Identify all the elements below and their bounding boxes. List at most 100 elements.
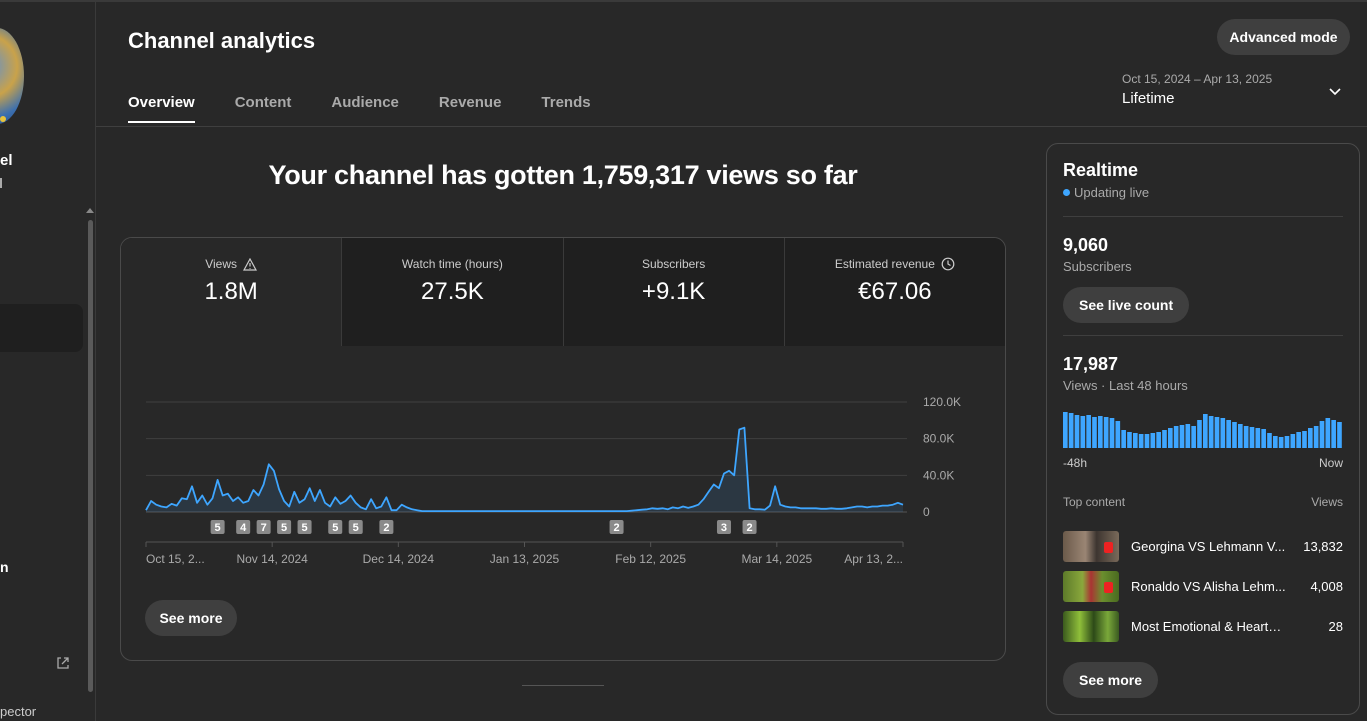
event-marker-label: 5 — [215, 522, 221, 534]
top-border — [0, 0, 1367, 2]
date-period-label[interactable]: Lifetime — [1122, 90, 1175, 107]
chevron-down-icon[interactable] — [1328, 84, 1342, 98]
realtime-bar — [1191, 426, 1196, 448]
realtime-bar — [1296, 432, 1301, 448]
scroll-up-arrow[interactable] — [86, 208, 94, 213]
realtime-bar — [1331, 420, 1336, 448]
see-more-button[interactable]: See more — [145, 600, 237, 636]
realtime-card: Realtime Updating live 9,060 Subscribers… — [1046, 143, 1360, 715]
realtime-bar — [1080, 416, 1086, 448]
metric-revenue[interactable]: Estimated revenue €67.06 — [783, 238, 1005, 346]
sidebar-scrollbar[interactable] — [88, 220, 93, 692]
tab-revenue[interactable]: Revenue — [438, 94, 502, 111]
video-title[interactable]: Most Emotional & Heartbrea... — [1131, 618, 1287, 634]
video-thumbnail[interactable] — [1063, 530, 1119, 562]
event-marker-label: 3 — [721, 522, 727, 534]
x-tick-label: Apr 13, 2... — [844, 552, 903, 566]
top-content-item[interactable]: Ronaldo VS Alisha Lehm... 4,008 — [1063, 570, 1343, 602]
sidebar-item-label[interactable]: n — [0, 559, 9, 575]
tab-trends[interactable]: Trends — [541, 94, 591, 111]
realtime-bar — [1173, 426, 1179, 448]
realtime-bar — [1232, 422, 1237, 448]
realtime-bar — [1074, 415, 1080, 448]
tab-audience[interactable]: Audience — [331, 94, 399, 111]
header-divider — [96, 126, 1367, 127]
realtime-bar — [1273, 436, 1278, 448]
realtime-bar — [1098, 416, 1103, 448]
x-tick-label: Dec 14, 2024 — [363, 552, 435, 566]
views-chart[interactable]: 120.0K 80.0K 40.0K 0 5 4 7 5 5 5 5 2 2 3 2 Oct 15, 2...… — [121, 346, 1005, 586]
video-thumbnail[interactable] — [1063, 570, 1119, 602]
metric-subscribers[interactable]: Subscribers +9.1K — [562, 238, 784, 346]
event-marker-label: 4 — [240, 522, 247, 534]
realtime-bar — [1115, 421, 1121, 448]
metric-watch-time[interactable]: Watch time (hours) 27.5K — [341, 238, 562, 346]
top-content-item[interactable]: Most Emotional & Heartbrea... 28 — [1063, 610, 1343, 642]
event-marker — [297, 520, 312, 534]
metric-views[interactable]: Views 1.8M — [121, 238, 342, 346]
analytics-tabs: Overview Content Audience Revenue Trends — [128, 94, 631, 123]
event-marker — [716, 520, 731, 534]
metric-label: Subscribers — [641, 257, 706, 271]
channel-avatar[interactable] — [0, 28, 24, 124]
event-marker-label: 5 — [332, 522, 338, 534]
y-tick-label: 0 — [923, 505, 930, 519]
event-marker-label: 5 — [281, 522, 287, 534]
event-marker — [256, 520, 271, 534]
divider — [1063, 216, 1343, 217]
event-marker — [210, 520, 225, 534]
realtime-bar-chart[interactable] — [1063, 408, 1343, 448]
clock-icon[interactable] — [941, 257, 955, 271]
realtime-bar — [1133, 433, 1138, 448]
video-thumbnail[interactable] — [1063, 610, 1119, 642]
y-tick-label: 80.0K — [923, 432, 954, 446]
tab-content[interactable]: Content — [234, 94, 292, 111]
see-live-count-button[interactable]: See live count — [1063, 287, 1190, 323]
realtime-bar — [1208, 416, 1214, 448]
realtime-bar — [1203, 414, 1208, 448]
y-tick-label: 120.0K — [923, 395, 961, 409]
video-title[interactable]: Georgina VS Lehmann V... — [1131, 538, 1286, 554]
divider — [1063, 335, 1343, 336]
event-marker — [742, 520, 757, 534]
realtime-bar — [1086, 415, 1091, 448]
video-title[interactable]: Ronaldo VS Alisha Lehm... — [1131, 578, 1286, 594]
event-marker-label: 2 — [746, 522, 752, 534]
advanced-mode-button[interactable]: Advanced mode — [1217, 19, 1350, 55]
realtime-bar — [1138, 434, 1144, 448]
x-tick-label: Oct 15, 2... — [146, 552, 205, 566]
video-views: 13,832 — [1303, 538, 1343, 554]
external-link-icon[interactable] — [56, 656, 70, 670]
metric-label: Views — [205, 257, 238, 271]
realtime-bar — [1243, 426, 1249, 448]
video-views: 28 — [1328, 618, 1343, 634]
realtime-bar — [1150, 433, 1156, 448]
sidebar-item-analytics[interactable] — [0, 304, 83, 352]
shorts-icon — [1104, 541, 1113, 553]
top-content-item[interactable]: Georgina VS Lehmann V... 13,832 — [1063, 530, 1343, 562]
views-headline: Your channel has gotten 1,759,317 views … — [268, 160, 858, 190]
event-marker — [609, 520, 624, 534]
realtime-see-more-button[interactable]: See more — [1063, 662, 1159, 698]
realtime-views-count: 17,987 — [1063, 354, 1119, 374]
shorts-icon — [1104, 581, 1113, 593]
realtime-bar — [1127, 432, 1132, 448]
date-range[interactable]: Oct 15, 2024 – Apr 13, 2025 — [1122, 72, 1273, 86]
event-marker-label: 2 — [383, 522, 389, 534]
realtime-bar — [1284, 436, 1290, 448]
x-tick-label: Jan 13, 2025 — [490, 552, 560, 566]
realtime-bar — [1156, 432, 1161, 448]
x-tick-label: Nov 14, 2024 — [236, 552, 308, 566]
live-dot-icon — [1063, 189, 1070, 196]
subscriber-label: Subscribers — [1063, 259, 1132, 274]
sidebar-bottom-label[interactable]: pector — [0, 704, 37, 719]
channel-name[interactable]: el — [0, 152, 13, 169]
realtime-bar — [1308, 428, 1313, 448]
warning-icon[interactable] — [243, 257, 258, 271]
event-marker-label: 2 — [614, 522, 620, 534]
tab-overview[interactable]: Overview — [128, 94, 195, 123]
realtime-bar — [1197, 420, 1202, 448]
axis-start-label: -48h — [1063, 456, 1088, 470]
realtime-bar — [1092, 417, 1097, 448]
realtime-bar — [1290, 434, 1296, 448]
